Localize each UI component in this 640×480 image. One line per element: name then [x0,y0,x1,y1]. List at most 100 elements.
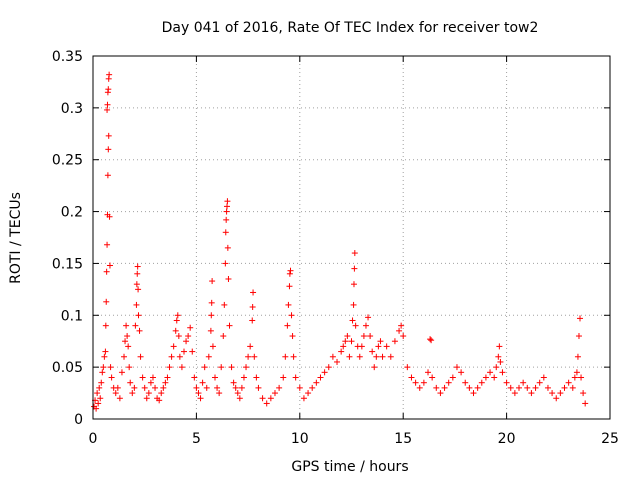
data-point [180,348,187,355]
data-point [503,379,510,386]
data-point [100,364,107,371]
data-point [582,400,589,407]
data-point [135,286,142,293]
data-point [143,395,150,402]
data-point [134,270,141,277]
data-point [112,390,119,397]
data-point [216,390,223,397]
data-point [549,390,556,397]
data-point [191,374,198,381]
x-tick-labels: 0 5 10 15 20 25 [89,431,619,447]
data-point [106,213,113,220]
y-tick-label: 0.3 [61,101,83,117]
data-point [95,400,102,407]
data-point [236,395,243,402]
data-point [342,338,349,345]
data-point [497,358,504,365]
data-point [400,333,407,340]
data-point [369,348,376,355]
data-point [214,384,221,391]
data-point [199,379,206,386]
data-point [103,268,110,275]
data-point [175,333,182,340]
data-point [520,379,527,386]
data-point [287,267,294,274]
data-point [441,384,448,391]
data-point [289,333,296,340]
data-point [104,241,111,248]
data-point [96,384,103,391]
data-point [569,384,576,391]
data-point [377,338,384,345]
data-point [178,364,185,371]
data-point [263,400,270,407]
data-point [356,353,363,360]
data-point [193,384,200,391]
data-point [240,374,247,381]
data-point [224,244,231,251]
data-point [462,379,469,386]
data-point [561,384,568,391]
data-point [391,338,398,345]
data-point [493,364,500,371]
data-point [243,364,250,371]
data-point [249,317,256,324]
x-axis-label: GPS time / hours [291,459,408,475]
data-point [292,374,299,381]
data-point [416,384,423,391]
data-point [379,353,386,360]
data-point [187,324,194,331]
data-point [222,260,229,267]
data-point [516,384,523,391]
data-point [106,71,113,78]
data-point [225,275,232,282]
data-point [104,101,111,108]
data-point [578,374,585,381]
data-point [107,364,114,371]
data-point [367,333,374,340]
data-point [201,364,208,371]
data-point [429,374,436,381]
data-point [166,364,173,371]
data-point [218,364,225,371]
data-point [129,390,136,397]
data-point [466,384,473,391]
data-point [195,390,202,397]
data-point [362,322,369,329]
data-point [350,301,357,308]
x-tick-label: 20 [498,431,516,447]
x-tick-label: 0 [89,431,98,447]
data-point [93,405,100,412]
y-tick-label: 0.15 [52,256,83,272]
data-point [271,390,278,397]
data-point [208,299,215,306]
data-point [105,146,112,153]
data-point [255,384,262,391]
data-point [97,395,104,402]
data-point [329,353,336,360]
data-point [524,384,531,391]
data-point [101,353,108,360]
data-point [185,333,192,340]
data-point [226,322,233,329]
data-point [286,283,293,290]
data-point [309,384,316,391]
data-point [536,379,543,386]
data-point [102,348,109,355]
data-point [317,374,324,381]
data-point [349,317,356,324]
data-point [344,333,351,340]
data-point [300,395,307,402]
data-point [158,390,165,397]
data-point [351,250,358,257]
data-point [118,369,125,376]
data-point [136,327,143,334]
data-point [571,374,578,381]
data-point [247,343,254,350]
data-point [253,374,260,381]
data-point [544,384,551,391]
data-point [137,353,144,360]
data-point [351,265,358,272]
data-point [221,301,228,308]
